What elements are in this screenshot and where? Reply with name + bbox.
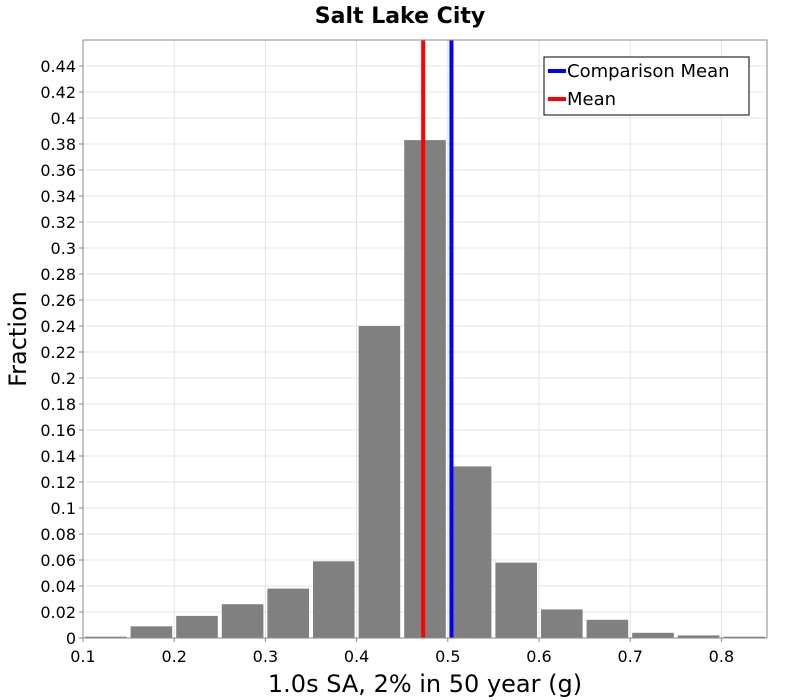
histogram-bar bbox=[313, 561, 355, 638]
histogram-bar bbox=[176, 615, 218, 638]
histogram-bar bbox=[358, 326, 401, 638]
histogram-bar bbox=[130, 626, 173, 638]
plot-border bbox=[82, 39, 768, 639]
histogram-bar bbox=[541, 609, 583, 638]
histogram-bar bbox=[495, 562, 537, 638]
x-tick-label: 0.3 bbox=[253, 647, 278, 666]
y-tick-label: 0.38 bbox=[40, 135, 76, 154]
histogram-bar bbox=[586, 619, 629, 638]
y-tick-label: 0.16 bbox=[40, 421, 76, 440]
y-tick-label: 0.26 bbox=[40, 291, 76, 310]
y-tick-label: 0.4 bbox=[51, 109, 76, 128]
y-tick-label: 0.24 bbox=[40, 317, 76, 336]
x-tick-label: 0.7 bbox=[617, 647, 642, 666]
legend-box bbox=[543, 56, 750, 116]
x-tick-label: 0.6 bbox=[526, 647, 551, 666]
y-tick-label: 0.02 bbox=[40, 603, 76, 622]
x-tick-label: 0.8 bbox=[709, 647, 734, 666]
y-tick-label: 0.34 bbox=[40, 187, 76, 206]
legend: Comparison Mean Mean bbox=[543, 56, 750, 116]
y-tick-label: 0.42 bbox=[40, 83, 76, 102]
histogram-bar bbox=[632, 632, 674, 638]
y-tick-label: 0.22 bbox=[40, 343, 76, 362]
histogram-bar bbox=[723, 636, 765, 638]
y-tick-label: 0.3 bbox=[51, 239, 76, 258]
y-axis-label: Fraction bbox=[4, 291, 32, 387]
x-axis-label: 1.0s SA, 2% in 50 year (g) bbox=[268, 670, 582, 698]
histogram-bar bbox=[221, 604, 264, 638]
x-tick-label: 0.1 bbox=[70, 647, 95, 666]
histogram-bar bbox=[677, 635, 720, 638]
y-axis-ticks: 0 0.02 0.04 0.06 0.08 0.1 0.12 0.14 0.16 0.18 0.2 0… bbox=[40, 57, 83, 648]
y-tick-label: 0.2 bbox=[51, 369, 76, 388]
y-tick-label: 0.12 bbox=[40, 473, 76, 492]
x-axis-ticks: 0.1 0.2 0.3 0.4 0.5 0.6 0.7 0.8 bbox=[70, 638, 734, 666]
chart-title: Salt Lake City bbox=[315, 4, 485, 29]
x-tick-label: 0.2 bbox=[161, 647, 186, 666]
mean-lines bbox=[421, 40, 454, 638]
legend-label-mean: Mean bbox=[567, 89, 616, 110]
y-tick-label: 0.44 bbox=[40, 57, 76, 76]
y-tick-label: 0.14 bbox=[40, 447, 76, 466]
legend-label-comparison-mean: Comparison Mean bbox=[567, 61, 730, 82]
y-tick-label: 0.28 bbox=[40, 265, 76, 284]
y-tick-label: 0.1 bbox=[51, 499, 76, 518]
y-tick-label: 0.06 bbox=[40, 551, 76, 570]
y-tick-label: 0.32 bbox=[40, 213, 76, 232]
y-tick-label: 0.04 bbox=[40, 577, 76, 596]
y-tick-label: 0.18 bbox=[40, 395, 76, 414]
histogram-bar bbox=[449, 466, 492, 638]
histogram-bar bbox=[85, 636, 127, 638]
x-tick-label: 0.4 bbox=[344, 647, 369, 666]
y-tick-label: 0.08 bbox=[40, 525, 76, 544]
y-tick-label: 0 bbox=[66, 629, 76, 648]
histogram-bar bbox=[267, 588, 309, 638]
y-tick-label: 0.36 bbox=[40, 161, 76, 180]
x-tick-label: 0.5 bbox=[435, 647, 460, 666]
